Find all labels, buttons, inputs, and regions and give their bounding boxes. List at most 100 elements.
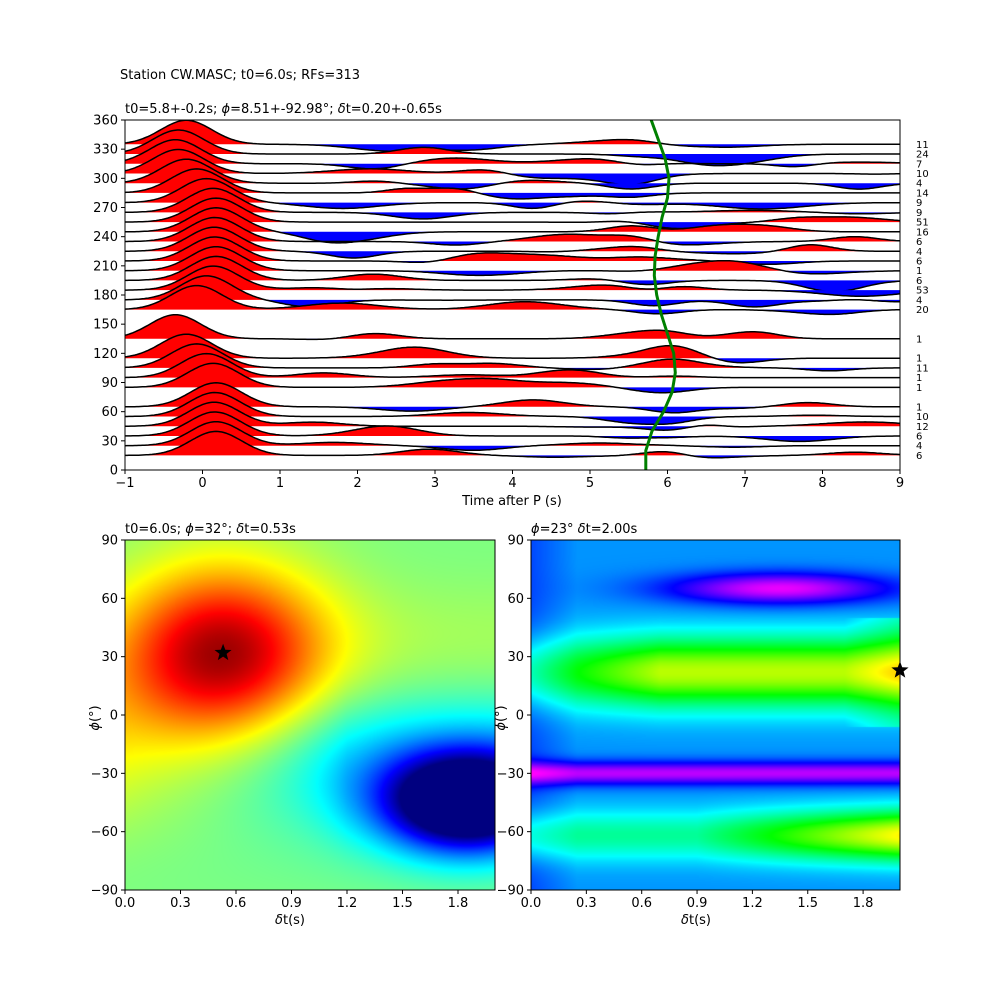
trace-positive-fill bbox=[125, 314, 900, 339]
rf-y-ticks: 0 30 60 90 120 150 180 210 240 270 300 330 360 bbox=[93, 114, 125, 479]
x-tick-label: 0.9 bbox=[281, 896, 302, 911]
trace-line bbox=[125, 207, 900, 244]
right-map-x-label: δt(s) bbox=[681, 913, 711, 928]
count-label: 1 bbox=[916, 334, 922, 345]
trace-negative-fill bbox=[125, 222, 900, 229]
trace-negative-fill bbox=[125, 358, 900, 363]
left-map-ticks: 0.0 0.3 0.6 0.9 1.2 1.5 1.8 −90 −60 −30 0 30 60 90 bbox=[91, 534, 469, 912]
y-tick-label: 330 bbox=[93, 143, 118, 158]
trace-negative-fill bbox=[125, 435, 900, 442]
trace-line bbox=[125, 187, 900, 220]
right-heatmap-image bbox=[531, 540, 900, 890]
rf-trace bbox=[125, 245, 900, 277]
rf-trace bbox=[125, 362, 900, 394]
count-label: 1 bbox=[916, 354, 922, 365]
count-label: 6 bbox=[916, 237, 922, 248]
y-tick-label: 240 bbox=[93, 230, 118, 245]
x-tick-label: 0.3 bbox=[170, 896, 191, 911]
right-map-ticks: 0.0 0.3 0.6 0.9 1.2 1.5 1.8 −90 −60 −30 0 30 60 90 bbox=[497, 534, 874, 912]
best-fit-star bbox=[214, 643, 232, 661]
trace-line bbox=[125, 401, 900, 431]
trace-negative-fill bbox=[125, 183, 900, 190]
trace-negative-fill bbox=[125, 231, 900, 243]
trace-line bbox=[125, 226, 900, 259]
trace-line bbox=[125, 148, 900, 186]
best-fit-star bbox=[891, 661, 909, 678]
y-tick-label: 30 bbox=[101, 650, 118, 665]
y-tick-label: 90 bbox=[507, 534, 524, 549]
y-tick-label: 90 bbox=[101, 376, 118, 391]
count-label: 11 bbox=[916, 140, 929, 151]
x-tick-label: 2 bbox=[353, 476, 361, 491]
count-label: 20 bbox=[916, 305, 929, 316]
right-map-title: ϕ=23° δt=2.00s bbox=[531, 522, 638, 537]
y-tick-label: 150 bbox=[93, 318, 118, 333]
trace-line bbox=[125, 430, 900, 459]
y-tick-label: 60 bbox=[101, 592, 118, 607]
y-tick-label: 60 bbox=[507, 592, 524, 607]
left-map-title: t0=6.0s; ϕ=32°; δt=0.53s bbox=[125, 522, 296, 537]
trace-positive-fill bbox=[125, 431, 900, 456]
x-tick-label: 1.8 bbox=[853, 896, 874, 911]
trace-negative-fill bbox=[125, 290, 900, 297]
y-tick-label: −90 bbox=[91, 884, 118, 899]
trace-line bbox=[125, 139, 900, 170]
trace-line bbox=[125, 333, 900, 364]
trace-negative-fill bbox=[125, 144, 900, 152]
y-tick-label: 0 bbox=[110, 709, 118, 724]
count-label: 24 bbox=[916, 150, 929, 161]
rf-trace bbox=[125, 430, 900, 459]
trace-line bbox=[125, 120, 900, 153]
rf-trace bbox=[125, 120, 900, 153]
y-tick-label: 120 bbox=[93, 347, 118, 362]
trace-line bbox=[125, 343, 900, 372]
y-tick-label: 0 bbox=[516, 709, 524, 724]
trace-line bbox=[125, 420, 900, 452]
x-tick-label: 1.5 bbox=[392, 896, 413, 911]
count-label: 14 bbox=[916, 188, 929, 199]
count-label: 6 bbox=[916, 256, 922, 267]
count-label: 9 bbox=[916, 198, 922, 209]
trace-line bbox=[125, 177, 900, 210]
trace-line bbox=[125, 129, 900, 167]
y-tick-label: −90 bbox=[497, 884, 524, 899]
trace-line bbox=[125, 197, 900, 230]
trace-line bbox=[125, 411, 900, 443]
left-best-star bbox=[214, 643, 232, 661]
x-tick-label: 3 bbox=[431, 476, 439, 491]
y-tick-label: 0 bbox=[110, 464, 118, 479]
count-label: 4 bbox=[916, 295, 922, 306]
count-label: 12 bbox=[916, 422, 929, 433]
trace-line bbox=[125, 216, 900, 246]
x-tick-label: 5 bbox=[586, 476, 594, 491]
x-tick-label: 1.2 bbox=[337, 896, 358, 911]
x-tick-label: −1 bbox=[115, 476, 134, 491]
trace-line bbox=[125, 168, 900, 200]
x-tick-label: 0.6 bbox=[631, 896, 652, 911]
right-best-star bbox=[891, 661, 909, 678]
y-tick-label: −30 bbox=[91, 767, 118, 782]
x-tick-label: 0 bbox=[198, 476, 206, 491]
count-label: 1 bbox=[916, 383, 922, 394]
y-tick-label: −60 bbox=[497, 825, 524, 840]
trace-negative-fill bbox=[125, 270, 900, 276]
x-tick-label: 0.3 bbox=[576, 896, 597, 911]
trace-line bbox=[125, 158, 900, 190]
x-tick-label: 7 bbox=[741, 476, 749, 491]
trace-positive-fill bbox=[125, 285, 900, 310]
x-tick-label: 1.2 bbox=[742, 896, 763, 911]
y-tick-label: 360 bbox=[93, 114, 118, 129]
x-tick-label: 1 bbox=[276, 476, 284, 491]
count-label: 1 bbox=[916, 373, 922, 384]
y-tick-label: 30 bbox=[507, 650, 524, 665]
y-tick-label: 90 bbox=[101, 534, 118, 549]
trace-negative-fill bbox=[125, 154, 900, 166]
x-tick-label: 0.6 bbox=[226, 896, 247, 911]
count-label: 4 bbox=[916, 179, 922, 190]
count-label: 16 bbox=[916, 227, 929, 238]
left-heatmap-image bbox=[125, 540, 495, 890]
rf-trace bbox=[125, 129, 900, 167]
splitting-map-right: ϕ=23° δt=2.00s 0.0 0.3 0.6 0.9 1.2 1.5 1.8 −90 −… bbox=[494, 522, 909, 928]
